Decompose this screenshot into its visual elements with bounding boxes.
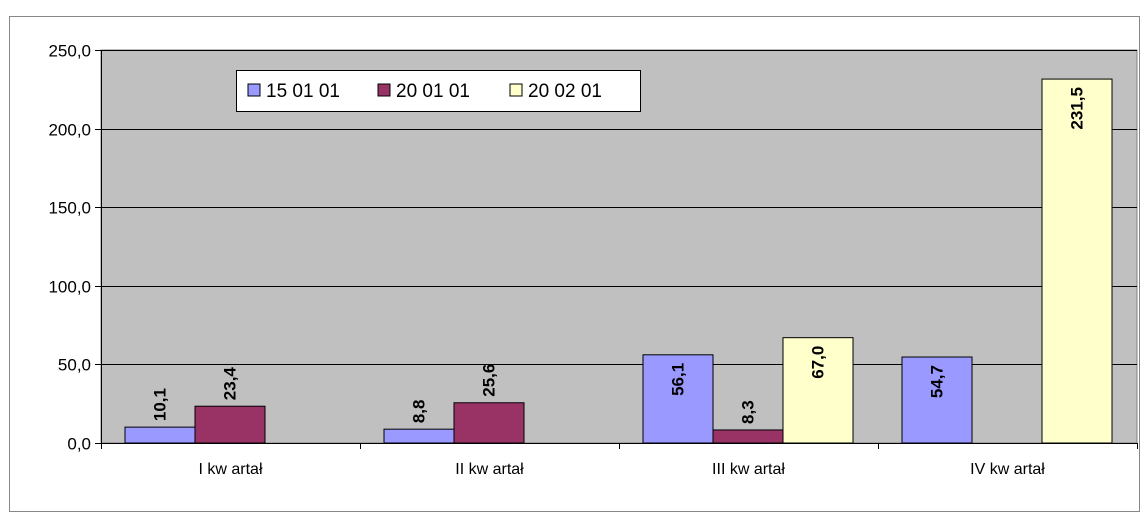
bar xyxy=(1041,78,1113,444)
bar xyxy=(453,402,525,444)
y-tick-label: 50,0 xyxy=(58,356,91,375)
legend-swatch xyxy=(247,83,261,97)
legend-label: 20 01 01 xyxy=(396,81,470,102)
x-tick-label: II kw artał xyxy=(455,461,524,478)
y-tick-label: 0,0 xyxy=(67,435,91,454)
data-label: 23,4 xyxy=(221,367,240,401)
bar xyxy=(642,354,714,444)
legend-swatch xyxy=(377,83,391,97)
x-tick-label: IV kw artał xyxy=(970,461,1045,478)
data-label: 231,5 xyxy=(1068,87,1087,130)
data-label: 10,1 xyxy=(151,388,170,421)
y-tick-label: 250,0 xyxy=(48,42,91,61)
bar xyxy=(782,337,854,444)
bar xyxy=(194,405,266,444)
bar xyxy=(124,426,196,444)
bar xyxy=(901,356,973,444)
y-tick-label: 200,0 xyxy=(48,121,91,140)
y-tick-label: 100,0 xyxy=(48,278,91,297)
axes: 0,0 50,0 100,0 150,0 200,0 250,0 I kw artał II … xyxy=(48,42,1138,478)
data-label: 54,7 xyxy=(928,365,947,398)
bars xyxy=(124,78,1113,444)
legend-box xyxy=(236,70,641,112)
legend-label: 15 01 01 xyxy=(266,81,340,102)
legend-label: 20 02 01 xyxy=(528,81,602,102)
bar xyxy=(383,428,455,444)
data-label: 56,1 xyxy=(669,363,688,396)
data-label: 8,3 xyxy=(739,400,758,424)
gridlines xyxy=(101,50,1137,365)
y-tick-label: 150,0 xyxy=(48,199,91,218)
bar xyxy=(712,429,784,444)
data-labels: 10,1 8,8 56,1 54,7 23,4 25,6 8,3 67,0 231,5 xyxy=(151,87,1087,424)
legend: 15 01 01 20 01 01 20 02 01 xyxy=(236,70,641,112)
legend-swatch xyxy=(509,83,523,97)
data-label: 67,0 xyxy=(809,346,828,379)
x-tick-label: I kw artał xyxy=(198,461,262,478)
data-label: 8,8 xyxy=(410,400,429,424)
data-label: 25,6 xyxy=(480,364,499,397)
x-tick-label: III kw artał xyxy=(712,461,785,478)
